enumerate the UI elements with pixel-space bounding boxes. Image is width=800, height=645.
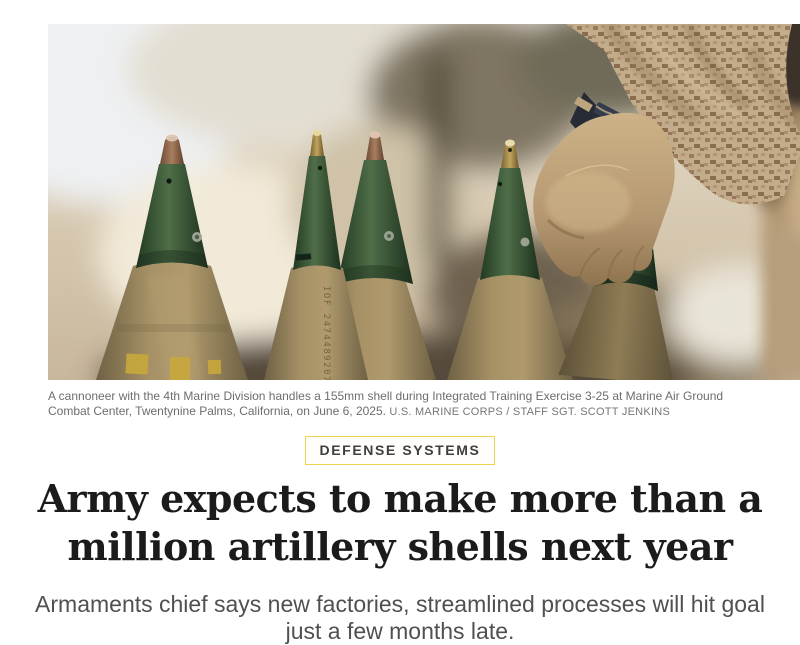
shell-serial-text: IOF 2474489207 <box>321 286 331 380</box>
artillery-shell-1 <box>96 134 248 380</box>
shell-yellow-markings <box>125 353 222 380</box>
photo-caption: A cannoneer with the 4th Marine Division… <box>48 389 752 420</box>
hero-figure: IOF 2474489207 <box>48 24 800 420</box>
article-dek: Armaments chief says new factories, stre… <box>35 590 765 644</box>
photo-credit: U.S. MARINE CORPS / STAFF SGT. SCOTT JEN… <box>389 406 671 418</box>
category-tag-row: DEFENSE SYSTEMS <box>8 436 792 465</box>
artillery-shell-4 <box>447 139 573 380</box>
hero-photo: IOF 2474489207 <box>48 24 800 380</box>
camo-sleeve <box>566 24 800 205</box>
artillery-shell-2: IOF 2474489207 <box>264 130 368 380</box>
category-tag-link[interactable]: DEFENSE SYSTEMS <box>304 436 496 465</box>
article-headline: Army expects to make more than a million… <box>37 476 763 569</box>
glove-hand <box>533 112 675 286</box>
photo-caption-text: A cannoneer with the 4th Marine Division… <box>48 389 724 418</box>
